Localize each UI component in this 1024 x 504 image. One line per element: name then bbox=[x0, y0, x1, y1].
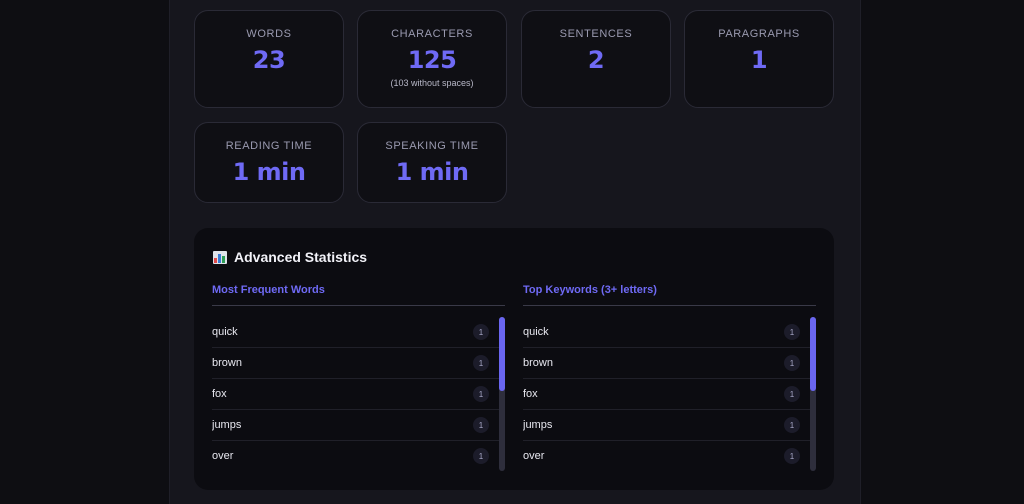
scrollbar-track[interactable] bbox=[499, 317, 505, 471]
stat-label: WORDS bbox=[246, 28, 292, 40]
list-item: brown 1 bbox=[212, 348, 505, 379]
count-badge: 1 bbox=[473, 355, 489, 371]
count-badge: 1 bbox=[784, 324, 800, 340]
stat-value: 1 min bbox=[395, 158, 469, 186]
most-frequent-words-heading: Most Frequent Words bbox=[212, 284, 505, 306]
paragraphs-card: PARAGRAPHS 1 bbox=[684, 10, 834, 108]
stat-label: CHARACTERS bbox=[391, 28, 473, 40]
stat-value: 1 min bbox=[232, 158, 306, 186]
count-badge: 1 bbox=[473, 324, 489, 340]
list-item: over 1 bbox=[212, 441, 505, 471]
stat-value: 125 bbox=[407, 46, 457, 74]
sentences-card: SENTENCES 2 bbox=[521, 10, 671, 108]
list-item: jumps 1 bbox=[523, 410, 816, 441]
word: quick bbox=[523, 326, 549, 338]
speaking-time-card: SPEAKING TIME 1 min bbox=[357, 122, 507, 203]
word: fox bbox=[523, 388, 538, 400]
top-keywords-heading: Top Keywords (3+ letters) bbox=[523, 284, 816, 306]
most-frequent-words-column: Most Frequent Words quick 1 brown 1 fox 1 j… bbox=[212, 284, 505, 471]
stat-value: 2 bbox=[587, 46, 605, 74]
list-item: quick 1 bbox=[212, 317, 505, 348]
word: brown bbox=[523, 357, 553, 369]
advanced-statistics-label: Advanced Statistics bbox=[234, 249, 368, 265]
bar-chart-icon bbox=[213, 250, 227, 264]
scrollbar-track[interactable] bbox=[810, 317, 816, 471]
word: over bbox=[212, 450, 234, 462]
most-frequent-words-list[interactable]: quick 1 brown 1 fox 1 jumps 1 over 1 bbox=[212, 317, 505, 471]
top-keywords-list[interactable]: quick 1 brown 1 fox 1 jumps 1 over 1 bbox=[523, 317, 816, 471]
stat-label: PARAGRAPHS bbox=[718, 28, 800, 40]
advanced-statistics-title: Advanced Statistics bbox=[213, 249, 367, 265]
count-badge: 1 bbox=[473, 386, 489, 402]
words-card: WORDS 23 bbox=[194, 10, 344, 108]
list-item: fox 1 bbox=[212, 379, 505, 410]
list-item: brown 1 bbox=[523, 348, 816, 379]
count-badge: 1 bbox=[784, 355, 800, 371]
stat-label: SENTENCES bbox=[559, 28, 633, 40]
characters-card: CHARACTERS 125 (103 without spaces) bbox=[357, 10, 507, 108]
word: brown bbox=[212, 357, 242, 369]
word: fox bbox=[212, 388, 227, 400]
count-badge: 1 bbox=[784, 448, 800, 464]
list-item: jumps 1 bbox=[212, 410, 505, 441]
reading-time-card: READING TIME 1 min bbox=[194, 122, 344, 203]
count-badge: 1 bbox=[473, 417, 489, 433]
word: over bbox=[523, 450, 545, 462]
stat-sub: (103 without spaces) bbox=[390, 78, 474, 88]
list-item: fox 1 bbox=[523, 379, 816, 410]
count-badge: 1 bbox=[784, 417, 800, 433]
scrollbar-thumb[interactable] bbox=[499, 317, 505, 391]
scrollbar-thumb[interactable] bbox=[810, 317, 816, 391]
count-badge: 1 bbox=[784, 386, 800, 402]
list-item: quick 1 bbox=[523, 317, 816, 348]
word: jumps bbox=[523, 419, 553, 431]
list-item: over 1 bbox=[523, 441, 816, 471]
word: quick bbox=[212, 326, 238, 338]
stat-label: READING TIME bbox=[225, 140, 313, 152]
word: jumps bbox=[212, 419, 242, 431]
top-keywords-column: Top Keywords (3+ letters) quick 1 brown 1 … bbox=[523, 284, 816, 471]
stat-value: 23 bbox=[252, 46, 286, 74]
stat-label: SPEAKING TIME bbox=[385, 140, 479, 152]
count-badge: 1 bbox=[473, 448, 489, 464]
advanced-statistics-panel: Advanced Statistics Most Frequent Words … bbox=[194, 228, 834, 490]
stat-value: 1 bbox=[750, 46, 768, 74]
